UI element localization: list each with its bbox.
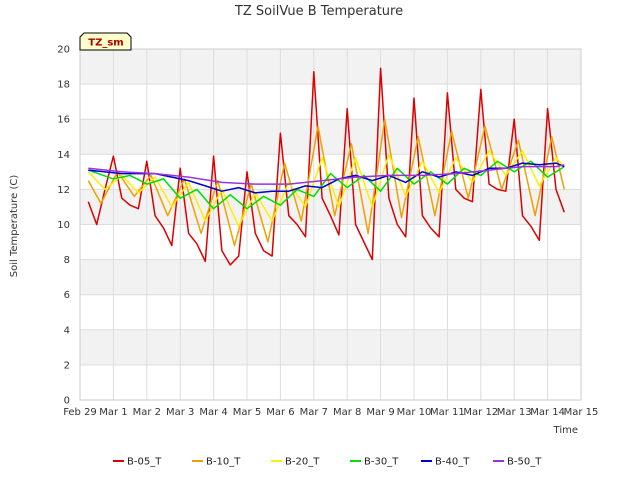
legend-label: B-20_T xyxy=(285,457,320,468)
x-tick-label: Mar 4 xyxy=(199,407,227,418)
y-tick-label: 12 xyxy=(57,185,70,196)
annotation-shape xyxy=(79,32,132,51)
x-axis-title: Time xyxy=(553,425,578,436)
plot-bands xyxy=(80,49,581,400)
y-tick-label: 6 xyxy=(64,290,70,301)
y-tick-label: 10 xyxy=(57,220,70,231)
y-tick-label: 4 xyxy=(64,325,70,336)
plot-band xyxy=(80,294,581,330)
y-tick-label: 14 xyxy=(57,150,70,161)
y-tick-label: 18 xyxy=(57,80,70,91)
x-tick-label: Mar 15 xyxy=(564,407,599,418)
series-line-b-50-t xyxy=(88,164,565,185)
x-tick-label: Mar 7 xyxy=(300,407,328,418)
x-tick-label: Mar 5 xyxy=(233,407,261,418)
legend-label: B-05_T xyxy=(127,457,162,468)
annotation-box: TZ_sm xyxy=(79,32,132,51)
plot-border xyxy=(79,48,582,401)
series-lines xyxy=(87,67,566,266)
plot-band xyxy=(80,364,581,400)
x-tick-label: Mar 9 xyxy=(366,407,394,418)
x-tick-label: Mar 13 xyxy=(497,407,532,418)
plot-band xyxy=(80,84,581,120)
x-tick-label: Mar 12 xyxy=(463,407,498,418)
chart-title: TZ SoilVue B Temperature xyxy=(234,4,403,19)
y-tick-label: 0 xyxy=(64,396,70,407)
y-tick-label: 20 xyxy=(57,45,70,56)
y-tick-label: 16 xyxy=(57,115,70,126)
y-tick-label: 8 xyxy=(64,255,70,266)
x-tick-label: Mar 6 xyxy=(266,407,294,418)
y-axis-title: Soil Temperature (C) xyxy=(9,175,20,278)
plot-band xyxy=(80,119,581,155)
x-tick-label: Mar 14 xyxy=(530,407,565,418)
x-tick-label: Mar 3 xyxy=(166,407,194,418)
x-tick-label: Mar 11 xyxy=(430,407,465,418)
plot-band xyxy=(80,49,581,85)
plot-band xyxy=(80,224,581,260)
series-line-b-20-t xyxy=(87,150,565,228)
legend-label: B-10_T xyxy=(206,457,241,468)
legend: B-05_T B-10_T B-20_T B-30_T B-40_T B-50_T xyxy=(113,457,542,468)
plot-band xyxy=(80,259,581,295)
x-axis-ticks: Feb 29 Mar 1 Mar 2 Mar 3 Mar 4 Mar 5 Mar 6 Mar … xyxy=(63,407,598,418)
plot-band xyxy=(80,329,581,365)
legend-label: B-40_T xyxy=(435,457,470,468)
series-line-b-05-t xyxy=(87,67,566,266)
x-tick-label: Mar 1 xyxy=(99,407,127,418)
series-line-b-40-t xyxy=(88,162,565,194)
x-tick-label: Feb 29 xyxy=(63,407,97,418)
x-tick-label: Mar 8 xyxy=(333,407,361,418)
y-axis-ticks: 0 2 4 6 8 10 12 14 16 18 20 xyxy=(57,45,70,407)
grid-lines xyxy=(79,48,582,401)
x-tick-label: Mar 10 xyxy=(397,407,432,418)
annotation-label: TZ_sm xyxy=(88,38,123,49)
x-tick-label: Mar 2 xyxy=(133,407,161,418)
y-tick-label: 2 xyxy=(64,360,70,371)
legend-label: B-50_T xyxy=(507,457,542,468)
legend-label: B-30_T xyxy=(364,457,399,468)
